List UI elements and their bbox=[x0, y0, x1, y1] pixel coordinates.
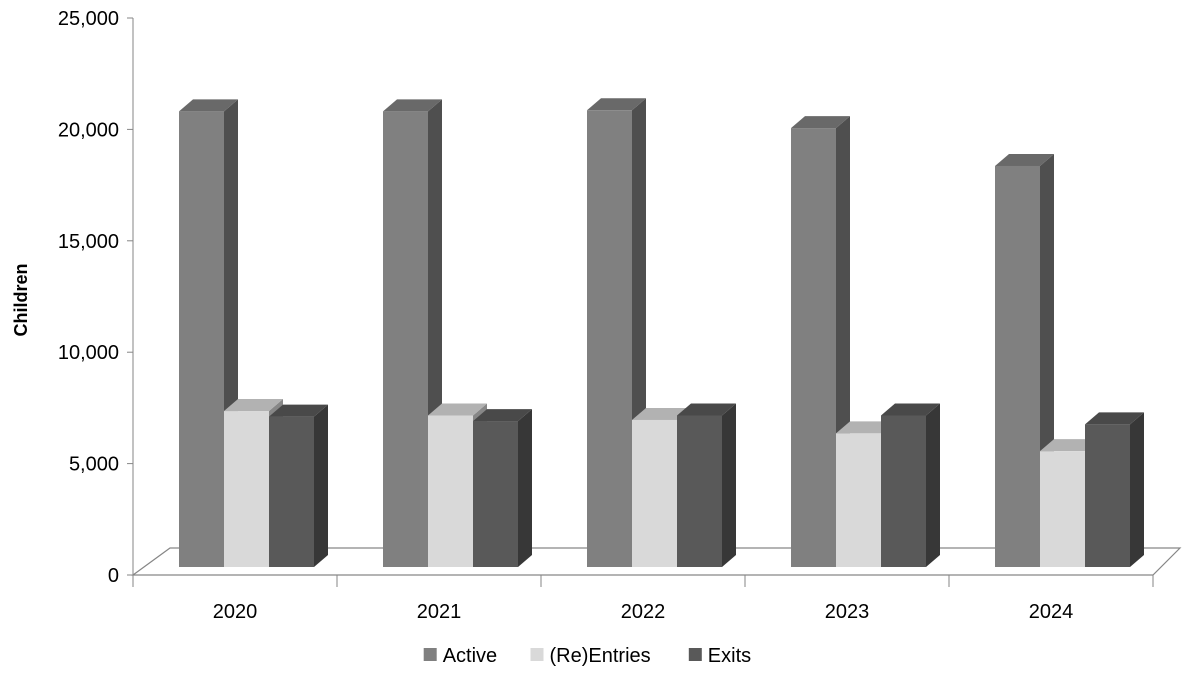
y-tick-label: 20,000 bbox=[58, 119, 119, 141]
y-tick-label: 10,000 bbox=[58, 342, 119, 364]
bar-top bbox=[791, 116, 850, 129]
x-tick-labels: 2020 2021 2022 2023 2024 bbox=[213, 601, 1074, 623]
bar-top bbox=[224, 399, 283, 412]
bar-exits-2023 bbox=[881, 403, 940, 567]
bar-top bbox=[179, 99, 238, 112]
x-tick-label: 2023 bbox=[825, 601, 870, 623]
y-axis-title: Children bbox=[11, 263, 31, 336]
bar-active-2022 bbox=[587, 98, 646, 567]
y-tick-label: 5,000 bbox=[69, 454, 119, 476]
legend-swatch bbox=[530, 648, 544, 661]
bar-front bbox=[428, 415, 473, 567]
floor-plane bbox=[131, 547, 1182, 576]
bar-front bbox=[791, 128, 836, 568]
bar-side bbox=[722, 403, 736, 567]
bar-top bbox=[383, 99, 442, 112]
legend-label: Exits bbox=[708, 645, 751, 667]
bar-top bbox=[587, 98, 646, 111]
bar-top bbox=[836, 421, 895, 434]
y-tick-label: 25,000 bbox=[58, 8, 119, 30]
bar-front bbox=[179, 111, 224, 568]
bar-top bbox=[677, 403, 736, 416]
legend: Active (Re)Entries Exits bbox=[423, 645, 751, 667]
bars bbox=[179, 98, 1144, 568]
legend-item: (Re)Entries bbox=[530, 645, 651, 667]
x-tick-label: 2020 bbox=[213, 601, 258, 623]
y-tick-label: 15,000 bbox=[58, 231, 119, 253]
bar-top bbox=[881, 403, 940, 416]
axes bbox=[127, 17, 1154, 587]
y-tick-labels: 0 5,000 10,000 15,000 20,000 25,000 bbox=[58, 8, 119, 587]
bar-side bbox=[1130, 412, 1144, 567]
bar-front bbox=[269, 416, 314, 567]
bar-exits-2024 bbox=[1085, 412, 1144, 567]
legend-swatch bbox=[688, 648, 702, 661]
bar-front bbox=[1040, 451, 1085, 567]
bar-front bbox=[881, 415, 926, 567]
bar-top bbox=[428, 403, 487, 416]
bar-top bbox=[1085, 412, 1144, 425]
bar-front bbox=[836, 433, 881, 567]
x-tick-label: 2022 bbox=[621, 601, 666, 623]
bar-front bbox=[473, 421, 518, 567]
bar-front bbox=[383, 111, 428, 568]
legend-label: Active bbox=[443, 645, 497, 667]
x-tick-label: 2024 bbox=[1029, 601, 1074, 623]
bar-front bbox=[995, 165, 1040, 567]
bar-front bbox=[677, 415, 722, 567]
bar-side bbox=[926, 403, 940, 567]
x-tick-label: 2021 bbox=[417, 601, 462, 623]
bar-front bbox=[587, 110, 632, 567]
legend-item: Active bbox=[423, 645, 497, 667]
legend-swatch bbox=[423, 648, 437, 661]
bar-exits-2021 bbox=[473, 409, 532, 567]
bar-top bbox=[473, 409, 532, 422]
bar-top bbox=[632, 407, 691, 420]
bar-side bbox=[314, 404, 328, 567]
bar-front bbox=[1085, 424, 1130, 567]
bar-front bbox=[224, 411, 269, 567]
bar-top bbox=[995, 153, 1054, 166]
chart-floor bbox=[131, 547, 1182, 576]
legend-item: Exits bbox=[688, 645, 751, 667]
bar-exits-2020 bbox=[269, 404, 328, 567]
bar-side bbox=[518, 409, 532, 567]
legend-label: (Re)Entries bbox=[550, 645, 651, 667]
bar-front bbox=[632, 419, 677, 567]
y-tick-label: 0 bbox=[108, 565, 119, 587]
bar-top bbox=[1040, 439, 1099, 452]
bar-exits-2022 bbox=[677, 403, 736, 567]
bar-top bbox=[269, 404, 328, 417]
